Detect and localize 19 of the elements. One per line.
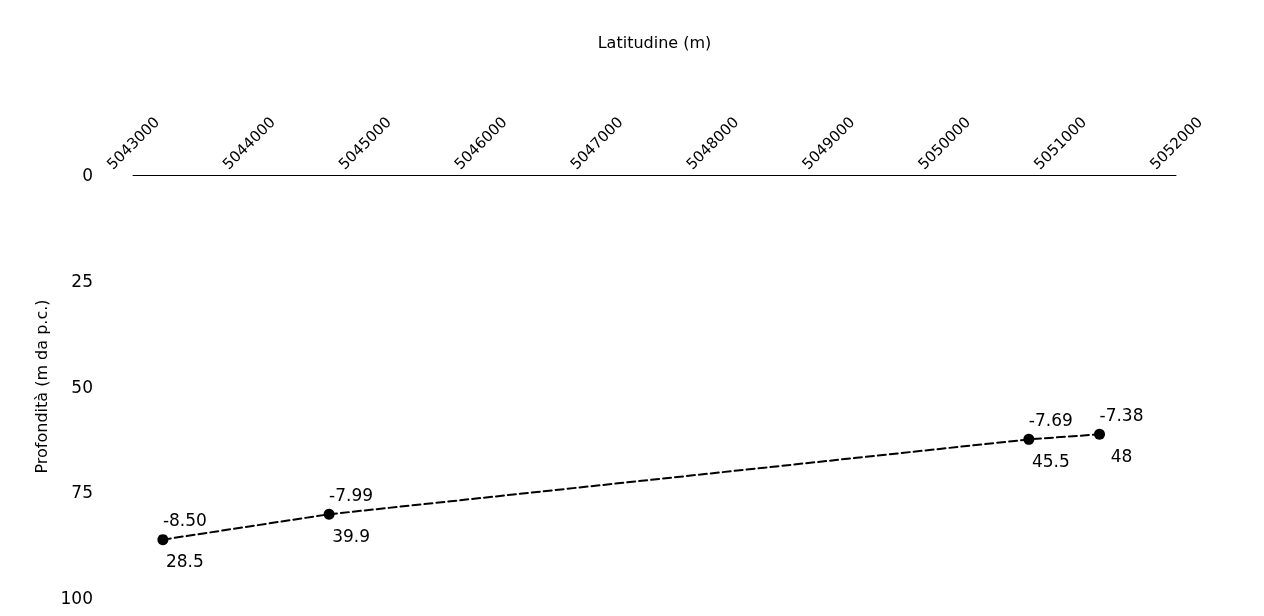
y-tick-label: 25: [71, 270, 93, 291]
x-axis-title: Latitudine (m): [597, 32, 712, 52]
annotation: -8.50: [162, 510, 207, 531]
point: [157, 534, 169, 546]
annotation: 39.9: [332, 525, 371, 546]
annotation: -7.99: [329, 484, 374, 505]
annotation: 45.5: [1031, 450, 1070, 471]
annotation: 28.5: [165, 551, 204, 572]
y-tick-label: 100: [60, 588, 93, 608]
y-tick-label: 50: [71, 376, 93, 397]
y-tick-label: 75: [71, 482, 93, 503]
annotation: -7.69: [1028, 409, 1073, 430]
annotation: -7.38: [1099, 404, 1144, 425]
point: [1094, 428, 1106, 440]
annotation: 48: [1110, 445, 1133, 466]
point: [1023, 433, 1035, 445]
point: [323, 508, 335, 520]
y-axis-title: Profondità (m da p.c.): [32, 299, 52, 474]
y-tick-label: 0: [82, 165, 93, 185]
